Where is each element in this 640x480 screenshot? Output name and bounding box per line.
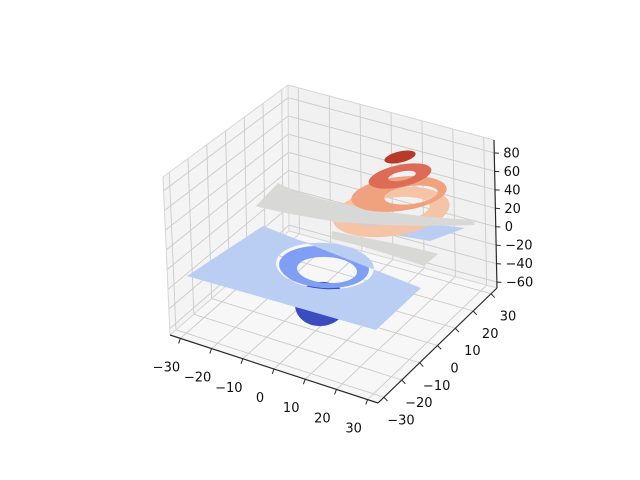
tick-marks [178,152,502,405]
x-tick-label: −20 [184,371,211,386]
x-tick-label: −30 [153,360,180,375]
z-tick-label: 80 [503,146,520,161]
x-tick [302,379,306,385]
contour-band-ring [368,163,432,189]
pane-edge [162,84,289,178]
y-tick-label: 30 [500,310,517,325]
x-tick [271,368,275,375]
grid-line-z-left [166,170,289,270]
z-tick-label: −60 [506,276,533,291]
grid-line-y-bottom [211,298,420,364]
z-axis-line [493,139,498,289]
x-tick-label: 10 [283,401,300,416]
pane-edge [287,84,495,141]
y-tick-label: −10 [423,379,450,394]
x-tick [178,338,181,344]
y-tick-label: 10 [464,344,481,359]
y-tick-label: −30 [387,413,414,428]
x-tick [209,348,213,354]
y-tick [437,345,442,350]
grid-line-z-right [288,115,495,172]
x-tick-label: 0 [256,391,264,406]
pane-edge [288,230,498,289]
x-tick-label: 30 [345,422,362,437]
grid-line-z-left [165,152,289,251]
z-tick-label: 0 [505,220,513,235]
y-tick [383,396,388,402]
y-tick-label: 0 [450,362,458,377]
x-tick [334,389,337,395]
grid-line-y-bottom [175,329,385,398]
x-tick [240,358,244,364]
grid-line-z-left [163,97,289,192]
grid-line-z-left [165,133,289,231]
contour-band-patch [256,183,475,226]
x-tick-label: −10 [215,381,242,396]
contour-band-shape [384,150,416,164]
y-tick [419,362,424,367]
contour-band-40-60 [368,163,432,189]
y-tick [472,310,478,316]
pane-edge [162,176,171,336]
x-tick-label: 20 [314,411,331,426]
y-tick-label: −20 [405,396,432,411]
x-tick [365,399,369,405]
z-tick-label: −40 [506,257,533,272]
contour-bands [187,150,475,330]
contour-band--20-0 [256,183,475,266]
z-tick-label: −20 [505,239,532,254]
grid-line-y-bottom [193,313,402,381]
grid-line-z-left [164,115,289,211]
contour-band-plate [187,226,421,330]
contour-band-60-80 [384,150,416,164]
y-tick-label: 20 [482,327,499,342]
y-tick [401,379,406,385]
z-tick-label: 40 [504,183,521,198]
z-tick-label: 60 [504,165,521,180]
grid-line-z-right [287,97,495,154]
tick-labels: −30−20−100102030−30−20−100102030−60−40−2… [153,146,534,436]
y-tick [490,293,496,298]
y-tick [454,327,460,333]
z-tick-label: 20 [504,202,521,217]
contour-band-patch [332,231,438,266]
grid-line-z-right [288,170,496,228]
